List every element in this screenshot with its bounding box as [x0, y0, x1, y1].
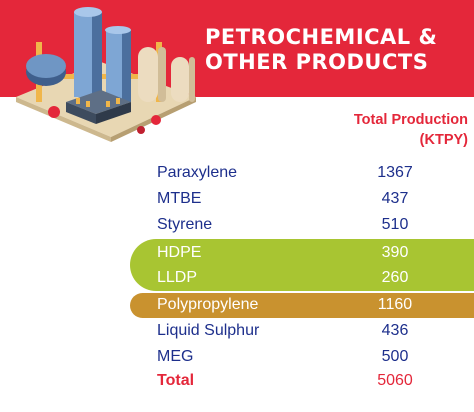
production-value: 510	[381, 216, 409, 233]
table-row: Styrene 510	[0, 212, 474, 238]
product-name: Paraxylene	[157, 164, 238, 181]
production-value: 500	[381, 348, 409, 365]
table-row: LLDP 260	[0, 265, 474, 291]
highlight-band-polypropylene	[130, 293, 474, 318]
total-production-header: Total Production (KTPY)	[332, 110, 468, 150]
product-name: LLDP	[157, 269, 198, 286]
table-row: MTBE 437	[0, 186, 474, 212]
table-row: Liquid Sulphur 436	[0, 318, 474, 344]
product-name: MEG	[157, 348, 194, 365]
production-value: 1160	[377, 296, 413, 313]
production-value: 1367	[377, 164, 413, 181]
petrochemical-plant-icon	[16, 7, 196, 142]
total-row: Total 5060	[0, 368, 474, 394]
highlight-band-polyethylene	[130, 239, 474, 291]
production-value: 437	[381, 190, 409, 207]
production-value: 390	[381, 244, 409, 261]
column-label-line-1: Total Production	[353, 112, 468, 128]
page-title: PETROCHEMICAL & OTHER PRODUCTS	[205, 25, 470, 75]
column-label-line-2: (KTPY)	[419, 132, 468, 148]
table-row: MEG 500	[0, 344, 474, 370]
product-name: Polypropylene	[157, 296, 259, 313]
title-line-1: PETROCHEMICAL &	[205, 25, 438, 49]
product-name: Styrene	[157, 216, 213, 233]
total-label: Total	[157, 372, 195, 389]
product-name: Liquid Sulphur	[157, 322, 260, 339]
table-row: Paraxylene 1367	[0, 160, 474, 186]
product-name: HDPE	[157, 244, 202, 261]
table-row: HDPE 390	[0, 240, 474, 266]
production-value: 260	[381, 269, 409, 286]
title-line-2: OTHER PRODUCTS	[205, 50, 429, 74]
product-name: MTBE	[157, 190, 202, 207]
production-value: 436	[381, 322, 409, 339]
table-row: Polypropylene 1160	[0, 292, 474, 318]
total-value: 5060	[377, 372, 413, 389]
